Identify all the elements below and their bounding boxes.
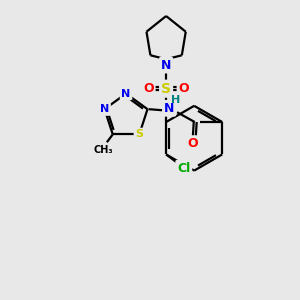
- Text: Cl: Cl: [177, 162, 190, 175]
- Text: N: N: [161, 58, 171, 72]
- Text: S: S: [135, 129, 143, 140]
- Text: N: N: [100, 104, 109, 114]
- Text: H: H: [172, 95, 181, 105]
- Text: N: N: [164, 102, 174, 115]
- Text: N: N: [122, 88, 131, 99]
- Text: O: O: [178, 82, 189, 95]
- Text: S: S: [161, 82, 171, 96]
- Text: O: O: [188, 137, 198, 150]
- Text: O: O: [143, 82, 154, 95]
- Text: CH₃: CH₃: [93, 145, 113, 155]
